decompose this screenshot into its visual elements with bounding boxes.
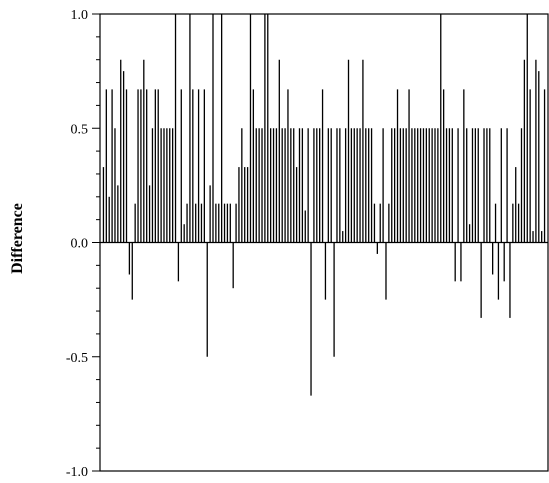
bar-series (102, 14, 546, 396)
y-tick-label: 0.0 (71, 237, 89, 252)
y-tick-label: 1.0 (71, 8, 89, 23)
y-axis-title: Difference (9, 203, 26, 274)
y-tick-label: 0.5 (71, 122, 89, 137)
y-axis-ticks (92, 13, 100, 472)
y-tick-label: -0.5 (66, 351, 88, 366)
y-axis-tick-labels: -1.0 -0.5 0.0 0.5 1.0 (66, 8, 88, 480)
y-tick-label: -1.0 (66, 465, 88, 480)
